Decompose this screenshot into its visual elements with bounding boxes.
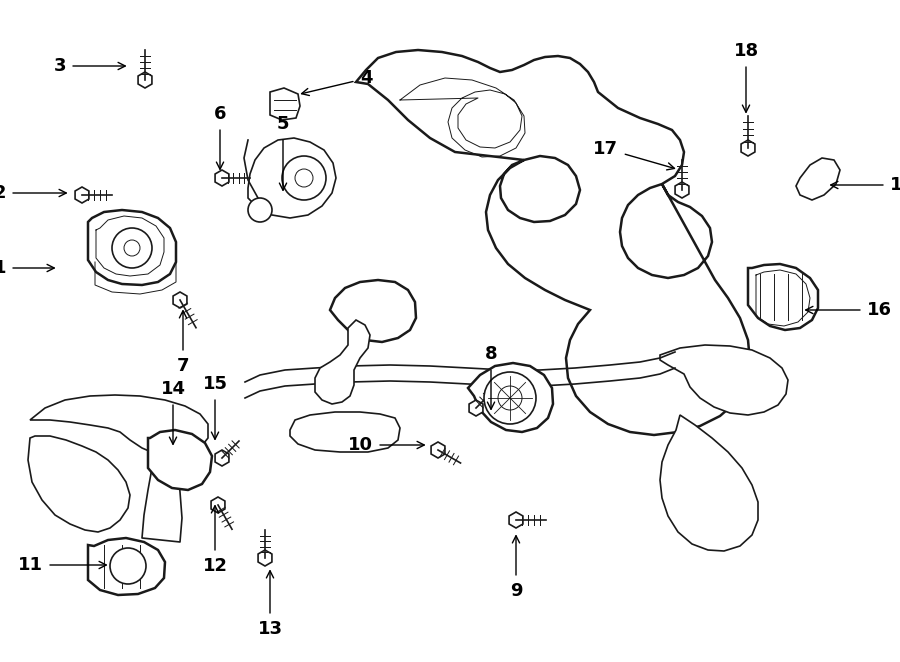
Polygon shape — [290, 412, 400, 452]
Polygon shape — [138, 72, 152, 88]
Polygon shape — [741, 140, 755, 156]
Text: 10: 10 — [348, 436, 424, 454]
Polygon shape — [509, 512, 523, 528]
Polygon shape — [469, 400, 483, 416]
Polygon shape — [315, 320, 370, 404]
Polygon shape — [88, 210, 176, 285]
Polygon shape — [148, 430, 212, 490]
Circle shape — [110, 548, 146, 584]
Polygon shape — [660, 415, 758, 551]
Polygon shape — [796, 158, 840, 200]
Polygon shape — [660, 345, 788, 415]
Polygon shape — [675, 182, 688, 198]
Text: 6: 6 — [214, 105, 226, 169]
Text: 8: 8 — [485, 345, 498, 409]
Text: 12: 12 — [202, 506, 228, 575]
Circle shape — [295, 169, 313, 187]
Text: 13: 13 — [257, 571, 283, 638]
Text: 9: 9 — [509, 536, 522, 600]
Text: 3: 3 — [53, 57, 125, 75]
Circle shape — [282, 156, 326, 200]
Circle shape — [484, 372, 536, 424]
Polygon shape — [468, 363, 553, 432]
Polygon shape — [356, 50, 750, 435]
Polygon shape — [88, 538, 165, 595]
Text: 14: 14 — [160, 380, 185, 444]
Text: 5: 5 — [277, 115, 289, 190]
Circle shape — [124, 240, 140, 256]
Polygon shape — [28, 436, 130, 532]
Text: 19: 19 — [831, 176, 900, 194]
Polygon shape — [748, 264, 818, 330]
Polygon shape — [215, 170, 229, 186]
Text: 17: 17 — [593, 140, 674, 170]
Circle shape — [112, 228, 152, 268]
Text: 2: 2 — [0, 184, 67, 202]
Text: 4: 4 — [302, 70, 373, 95]
Polygon shape — [212, 497, 225, 513]
Text: 18: 18 — [734, 42, 759, 113]
Polygon shape — [270, 88, 300, 120]
Polygon shape — [431, 442, 445, 458]
Circle shape — [498, 386, 522, 410]
Polygon shape — [248, 138, 336, 218]
Text: 16: 16 — [806, 301, 892, 319]
Text: 1: 1 — [0, 259, 54, 277]
Polygon shape — [75, 187, 89, 203]
Text: 11: 11 — [18, 556, 106, 574]
Text: 7: 7 — [176, 310, 189, 375]
Polygon shape — [215, 450, 229, 466]
Circle shape — [248, 198, 272, 222]
Polygon shape — [173, 292, 187, 308]
Polygon shape — [30, 395, 208, 456]
Polygon shape — [258, 550, 272, 566]
Text: 15: 15 — [202, 375, 228, 440]
Polygon shape — [330, 280, 416, 342]
